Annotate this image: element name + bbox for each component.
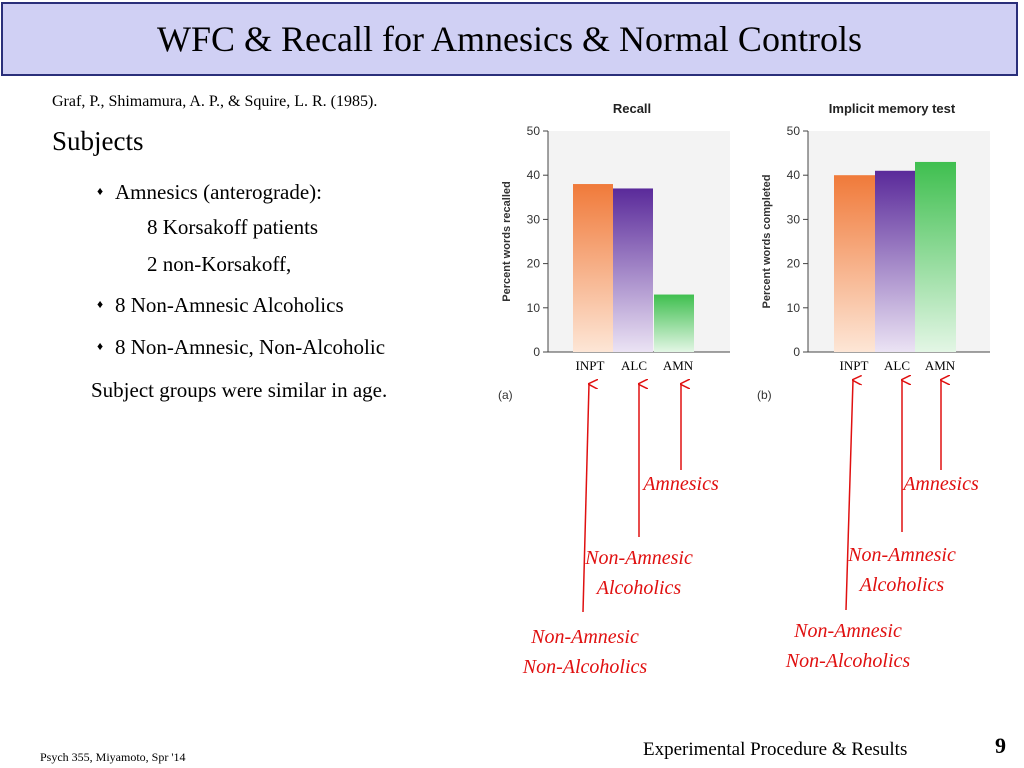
- recall-category-label: INPT: [576, 358, 605, 373]
- implicit-bar-amn: [915, 161, 956, 352]
- non-korsakoff-line: 2 non-Korsakoff,: [147, 252, 292, 276]
- chart-layer: Recall 0 10 20 30 40 50 Percent words recalled I…: [498, 101, 990, 402]
- footer-section: Experimental Procedure & Results: [643, 739, 908, 760]
- label-b-nonalc-1: Non-Amnesic: [793, 620, 902, 642]
- age-note: Subject groups were similar in age.: [91, 378, 388, 402]
- bullet-controls-text: 8 Non-Amnesic, Non-Alcoholic: [115, 335, 386, 359]
- recall-bar-inpt: [573, 184, 613, 352]
- arrow-b-inpt: [845, 380, 853, 611]
- slide-title: WFC & Recall for Amnesics & Normal Contr…: [157, 19, 862, 59]
- diamond-bullet-icon: ♦: [97, 339, 104, 353]
- recall-bar-alc: [613, 188, 653, 352]
- citation: Graf, P., Shimamura, A. P., & Squire, L.…: [52, 93, 378, 110]
- recall-category-label: AMN: [663, 358, 694, 373]
- bullet-amnesics: ♦ Amnesics (anterograde):: [97, 180, 322, 205]
- bullet-controls: ♦ 8 Non-Amnesic, Non-Alcoholic: [97, 335, 386, 360]
- recall-ytick-label: 10: [527, 301, 541, 315]
- implicit-category-label: ALC: [884, 358, 910, 373]
- label-a-amnesics: Amnesics: [641, 473, 719, 495]
- recall-category-label: ALC: [621, 358, 647, 373]
- subjects-heading: Subjects: [52, 126, 144, 156]
- page-number: 9: [995, 733, 1006, 758]
- implicit-category-label: INPT: [840, 358, 869, 373]
- recall-ytick-label: 30: [527, 212, 541, 226]
- recall-chart-title: Recall: [613, 101, 651, 116]
- recall-ytick-label: 20: [527, 257, 541, 271]
- recall-bar-amn: [654, 294, 694, 352]
- bullet-alcoholics: ♦ 8 Non-Amnesic Alcoholics: [97, 293, 344, 318]
- implicit-bar-alc: [875, 170, 916, 352]
- implicit-ytick-label: 40: [787, 168, 801, 182]
- diamond-bullet-icon: ♦: [97, 297, 104, 311]
- footer-course: Psych 355, Miyamoto, Spr '14: [40, 750, 186, 764]
- bullet-alcoholics-text: 8 Non-Amnesic Alcoholics: [115, 293, 344, 317]
- diamond-bullet-icon: ♦: [97, 184, 104, 198]
- label-a-alc-2: Alcoholics: [595, 577, 682, 599]
- recall-ytick-label: 0: [533, 345, 540, 359]
- recall-panel-label: (a): [498, 388, 513, 402]
- annotation-labels: Amnesics Non-Amnesic Alcoholics Non-Amne…: [522, 473, 979, 678]
- korsakoff-line: 8 Korsakoff patients: [147, 215, 319, 239]
- recall-ytick-label: 50: [527, 124, 541, 138]
- label-a-alc-1: Non-Amnesic: [584, 547, 693, 569]
- implicit-ytick-label: 0: [793, 345, 800, 359]
- label-b-alc-2: Alcoholics: [858, 574, 945, 596]
- implicit-ytick-label: 50: [787, 124, 801, 138]
- arrow-a-inpt: [582, 384, 589, 613]
- implicit-ytick-label: 10: [787, 301, 801, 315]
- recall-ytick-label: 40: [527, 168, 541, 182]
- implicit-bar-inpt: [834, 175, 875, 352]
- implicit-y-axis-label: Percent words completed: [761, 175, 773, 309]
- implicit-chart-title: Implicit memory test: [829, 101, 956, 116]
- implicit-ytick-label: 20: [787, 257, 801, 271]
- annotation-arrows: [582, 380, 941, 613]
- label-b-amnesics: Amnesics: [901, 473, 979, 495]
- implicit-category-label: AMN: [925, 358, 956, 373]
- label-a-nonalc-1: Non-Amnesic: [530, 626, 639, 648]
- label-b-nonalc-2: Non-Alcoholics: [785, 650, 911, 672]
- title-bar: WFC & Recall for Amnesics & Normal Contr…: [1, 2, 1018, 76]
- implicit-panel-label: (b): [757, 388, 772, 402]
- implicit-ytick-label: 30: [787, 212, 801, 226]
- label-a-nonalc-2: Non-Alcoholics: [522, 656, 648, 678]
- recall-y-axis-label: Percent words recalled: [501, 181, 513, 301]
- bullet-amnesics-text: Amnesics (anterograde):: [115, 180, 322, 204]
- label-b-alc-1: Non-Amnesic: [847, 544, 956, 566]
